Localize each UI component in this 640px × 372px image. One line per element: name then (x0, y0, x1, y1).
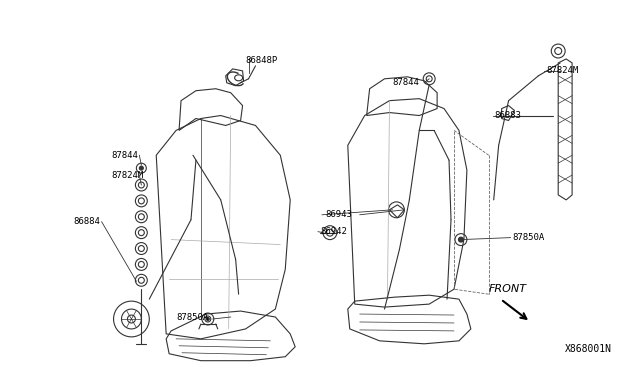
Circle shape (458, 237, 463, 242)
Text: 87824M: 87824M (547, 66, 579, 76)
Text: 86943: 86943 (325, 210, 352, 219)
Text: 86848P: 86848P (246, 56, 278, 65)
Text: 87850A: 87850A (176, 312, 209, 321)
Text: 86884: 86884 (74, 217, 100, 226)
Circle shape (140, 166, 143, 170)
Text: 86883: 86883 (495, 111, 522, 120)
Text: FRONT: FRONT (489, 284, 527, 294)
Text: 87844: 87844 (392, 78, 419, 87)
Circle shape (206, 318, 209, 321)
Text: 87824M: 87824M (111, 171, 144, 180)
Text: X868001N: X868001N (564, 344, 611, 354)
Text: 87850A: 87850A (513, 233, 545, 242)
Text: 87844: 87844 (111, 151, 138, 160)
Text: 86942: 86942 (320, 227, 347, 236)
